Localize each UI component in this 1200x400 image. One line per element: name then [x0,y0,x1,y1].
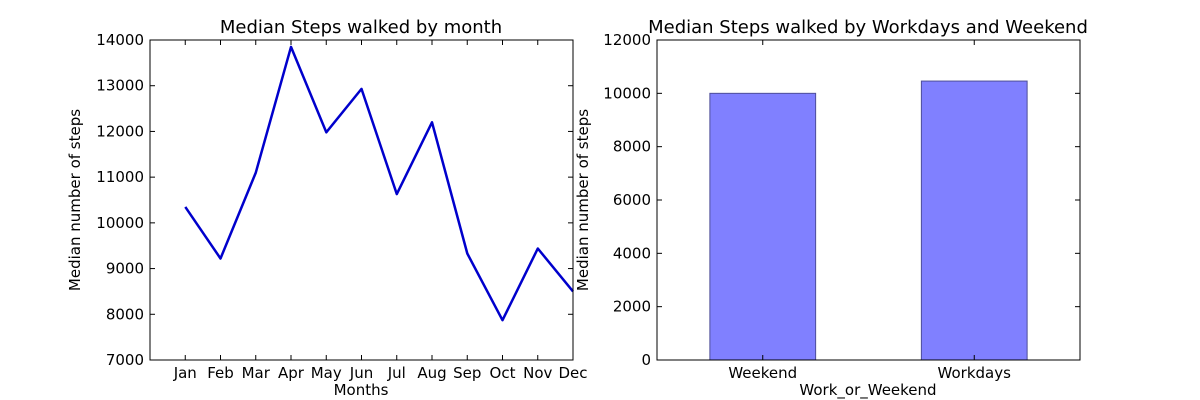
x-tick-label: Feb [207,364,234,382]
y-tick-label: 7000 [106,351,144,369]
y-tick-label: 8000 [613,138,651,156]
y-tick-label: 4000 [613,244,651,262]
x-tick-label: Mar [242,364,271,382]
bar-chart-plot-area: 0 2000 4000 6000 8000 10000 12000 Weekend Workda… [603,31,1081,382]
y-tick-label: 10000 [96,214,144,232]
y-tick-label: 13000 [96,77,144,95]
y-tick-label: 0 [641,351,651,369]
x-tick-label: Weekend [728,364,797,382]
x-tick-label: Nov [523,364,552,382]
line-chart: Median Steps walked by month 7000 8000 900… [66,17,588,399]
bar-chart: Median Steps walked by Workdays and Week… [574,17,1088,400]
bar-chart-title: Median Steps walked by Workdays and Week… [648,17,1088,38]
bar [709,92,817,361]
y-tick-label: 14000 [96,31,144,49]
bar-chart-x-axis-label: Work_or_Weekend [799,381,936,400]
y-tick-label: 6000 [613,191,651,209]
x-tick-label: Jan [173,364,197,382]
x-tick-label: Oct [490,364,516,382]
y-tick-label: 11000 [96,168,144,186]
y-tick-label: 9000 [106,260,144,278]
bar-chart-y-axis-label: Median number of steps [574,109,592,291]
x-tick-label: Dec [558,364,587,382]
x-tick-label: Jun [349,364,373,382]
x-tick-label: Apr [278,364,305,382]
line-chart-x-axis-label: Months [334,381,389,399]
x-tick-label: Jul [387,364,406,382]
bar [920,80,1028,361]
line-series [184,45,574,322]
x-tick-label: Workdays [938,364,1012,382]
line-chart-y-axis-label: Median number of steps [66,109,84,291]
y-tick-label: 8000 [106,305,144,323]
y-tick-label: 10000 [603,84,651,102]
y-tick-label: 2000 [613,298,651,316]
y-tick-label: 12000 [96,122,144,140]
x-tick-label: May [311,364,342,382]
line-chart-title: Median Steps walked by month [220,17,502,38]
x-tick-label: Aug [417,364,446,382]
y-tick-label: 12000 [603,31,651,49]
x-tick-label: Sep [453,364,481,382]
line-chart-plot-area: 7000 8000 9000 10000 11000 12000 13000 14000 Jan… [96,31,587,382]
